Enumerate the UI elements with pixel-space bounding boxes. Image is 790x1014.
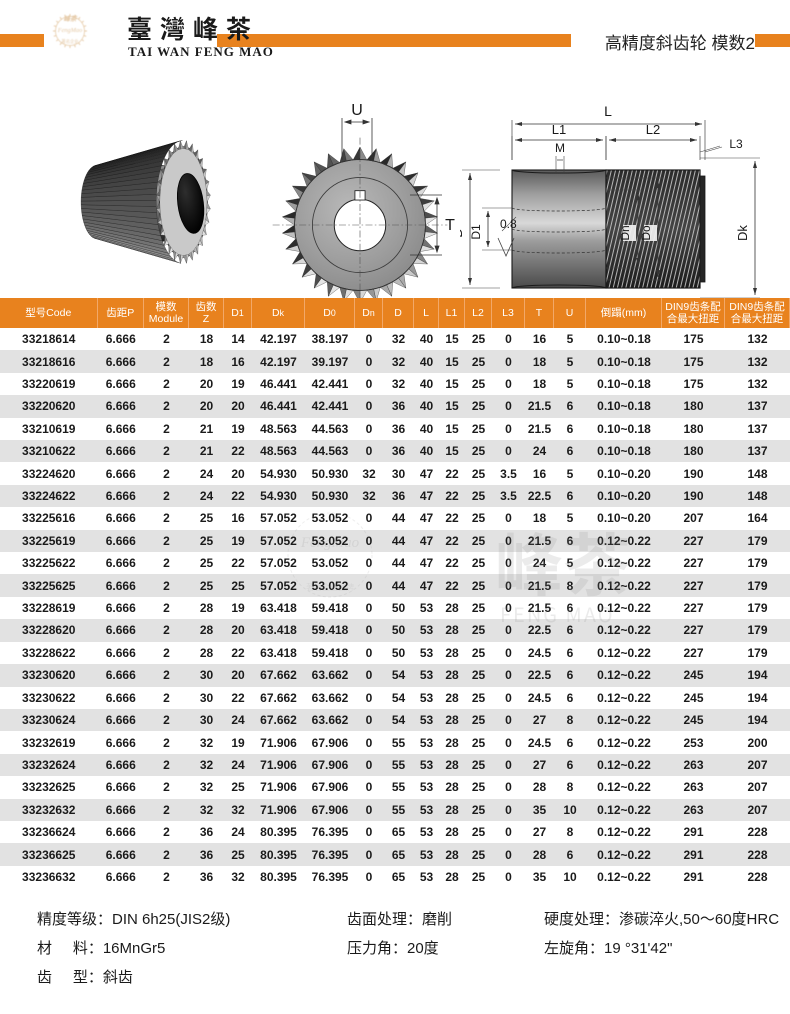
svg-text:M: M (555, 141, 565, 155)
svg-text:0.8: 0.8 (500, 217, 517, 231)
svg-text:L2: L2 (646, 122, 660, 137)
svg-text:Do: Do (639, 225, 653, 241)
svg-text:FengMao: FengMao (57, 27, 82, 34)
svg-text:Dn: Dn (618, 225, 632, 240)
svg-text:著名企业: 著名企业 (61, 38, 79, 45)
svg-text:L1: L1 (552, 122, 566, 137)
svg-text:L: L (604, 103, 612, 119)
svg-text:峰茶: 峰茶 (64, 15, 79, 23)
svg-text:L3: L3 (729, 137, 743, 151)
svg-text:D: D (460, 228, 465, 237)
svg-text:U: U (351, 102, 363, 119)
svg-text:D1: D1 (469, 224, 483, 240)
svg-text:T: T (445, 217, 455, 234)
svg-text:Dk: Dk (735, 225, 750, 241)
